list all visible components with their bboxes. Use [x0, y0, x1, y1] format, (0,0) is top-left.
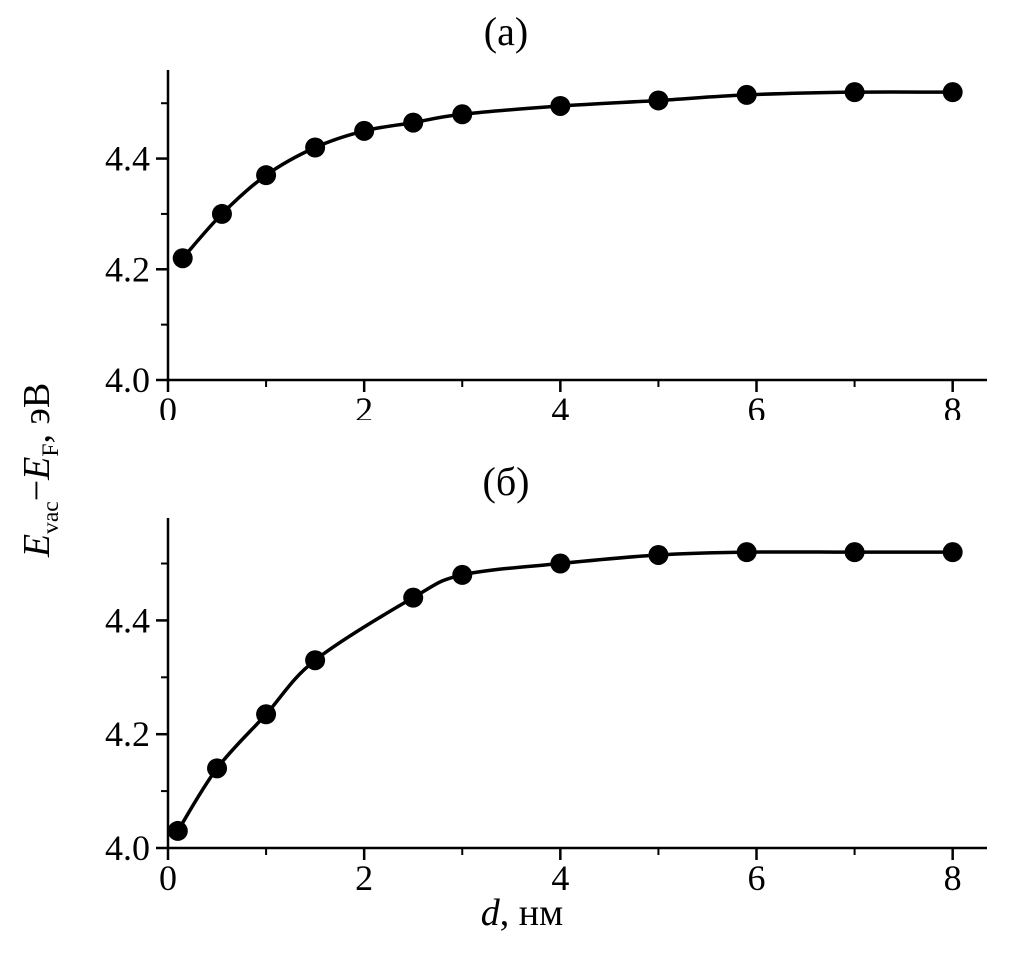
data-point — [648, 90, 669, 111]
y-axis-label-subscript: vac — [37, 501, 64, 534]
data-point — [403, 587, 424, 608]
data-curve — [181, 90, 953, 260]
y-tick-label: 4.2 — [105, 249, 150, 289]
y-axis-label-symbol: E — [16, 533, 59, 558]
x-tick-label: 0 — [159, 858, 177, 893]
y-axis-label-symbol-2: E — [16, 456, 59, 480]
x-tick-label: 0 — [159, 390, 177, 420]
data-point — [167, 820, 188, 841]
x-axis-label: d, нм — [481, 891, 563, 935]
data-point — [844, 542, 865, 563]
y-tick-label: 4.0 — [105, 828, 150, 868]
data-point — [211, 203, 232, 224]
y-tick-label: 4.0 — [105, 360, 150, 400]
x-axis-label-units: , нм — [499, 892, 564, 934]
x-tick-label: 6 — [748, 390, 766, 420]
data-point — [452, 104, 473, 125]
data-point — [452, 564, 473, 585]
data-point — [648, 544, 669, 565]
x-axis-label-symbol: d — [480, 892, 500, 934]
x-tick-label: 6 — [748, 858, 766, 893]
x-tick-label: 8 — [944, 858, 962, 893]
chart-panel-a: 0 2 4 6 8 4.0 4.2 4.4 — [105, 70, 987, 420]
data-point — [942, 82, 963, 103]
data-point — [305, 650, 326, 671]
data-point — [256, 165, 277, 186]
y-tick-label: 4.2 — [105, 714, 150, 754]
data-point — [550, 95, 571, 116]
data-point — [354, 120, 375, 141]
y-axis-label-subscript-2: F — [37, 443, 64, 457]
panel-a-title: (а) — [483, 9, 529, 54]
data-point — [403, 112, 424, 133]
y-tick-label: 4.4 — [105, 600, 150, 640]
data-point — [207, 758, 228, 779]
data-point — [942, 542, 963, 563]
data-point — [305, 137, 326, 158]
panel-b-title: (б) — [482, 459, 530, 504]
x-tick-label: 4 — [551, 390, 569, 420]
minus-sign: − — [16, 479, 59, 502]
data-point — [736, 542, 757, 563]
y-axis-label: Evac−EF, эВ — [15, 383, 65, 557]
data-point — [550, 553, 571, 574]
data-point — [736, 84, 757, 105]
x-tick-label: 2 — [355, 390, 373, 420]
x-tick-label: 4 — [551, 858, 569, 893]
x-tick-label: 2 — [355, 858, 373, 893]
data-point — [844, 82, 865, 103]
x-tick-label: 8 — [944, 390, 962, 420]
data-point — [256, 704, 277, 725]
y-axis-label-units: , эВ — [16, 382, 59, 444]
y-tick-label: 4.4 — [105, 139, 150, 179]
data-point — [172, 248, 193, 269]
data-curve — [176, 550, 953, 832]
chart-panel-b: 0 2 4 6 8 4.0 4.2 4.4 — [105, 518, 987, 893]
